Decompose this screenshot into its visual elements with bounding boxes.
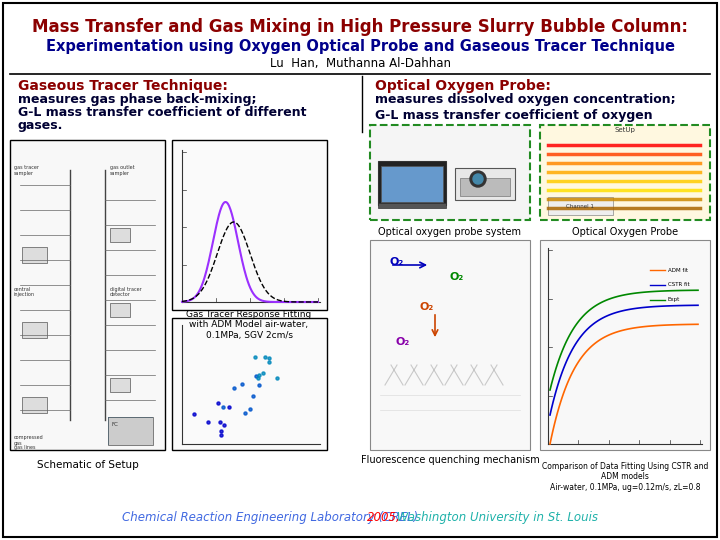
- Text: Fluorescence quenching mechanism: Fluorescence quenching mechanism: [361, 455, 539, 465]
- Point: [271, 374, 282, 383]
- Bar: [370, 240, 530, 450]
- Point: [236, 380, 248, 388]
- Bar: [22, 322, 47, 338]
- Text: O₂: O₂: [395, 337, 409, 347]
- Bar: [378, 203, 446, 208]
- Bar: [22, 247, 47, 263]
- Bar: [108, 417, 153, 445]
- Text: O₂: O₂: [390, 257, 404, 267]
- Text: CSTR fit: CSTR fit: [668, 282, 690, 287]
- Point: [253, 370, 265, 379]
- Text: gas outlet
sampler: gas outlet sampler: [110, 165, 135, 176]
- Bar: [370, 125, 530, 220]
- Text: Comparison of Data Fitting Using CSTR and
ADM models
Air-water, 0.1MPa, ug=0.12m: Comparison of Data Fitting Using CSTR an…: [542, 462, 708, 492]
- Point: [188, 410, 199, 418]
- Text: Optical Oxygen Probe:: Optical Oxygen Probe:: [375, 79, 551, 93]
- Bar: [110, 378, 130, 392]
- Point: [252, 373, 264, 382]
- Point: [216, 427, 228, 435]
- Text: G-L mass transfer coefficient of oxygen: G-L mass transfer coefficient of oxygen: [375, 109, 652, 122]
- Text: digital tracer
detector: digital tracer detector: [110, 287, 142, 298]
- Point: [217, 403, 228, 411]
- Bar: [172, 318, 327, 450]
- Point: [263, 357, 274, 366]
- Text: central
injection: central injection: [14, 287, 35, 298]
- Text: G-L mass transfer coefficient of different: G-L mass transfer coefficient of differe…: [18, 106, 307, 119]
- Bar: [548, 197, 613, 215]
- Text: gas tracer
sampler: gas tracer sampler: [14, 165, 39, 176]
- Text: Chemical Reaction Engineering Laboratory (CREL): Chemical Reaction Engineering Laboratory…: [122, 511, 422, 524]
- Text: ADM fit: ADM fit: [668, 267, 688, 273]
- Text: Washington University in St. Louis: Washington University in St. Louis: [392, 511, 598, 524]
- Text: Schematic of Setup: Schematic of Setup: [37, 460, 139, 470]
- Bar: [378, 161, 446, 205]
- Bar: [460, 178, 510, 196]
- Text: Gaseous Tracer Technique:: Gaseous Tracer Technique:: [18, 79, 228, 93]
- Text: 2005,: 2005,: [367, 511, 401, 524]
- Point: [259, 353, 271, 361]
- Point: [249, 353, 261, 361]
- Text: gases.: gases.: [18, 118, 63, 132]
- Point: [215, 430, 227, 439]
- Text: Experimentation using Oxygen Optical Probe and Gaseous Tracer Technique: Experimentation using Oxygen Optical Pro…: [45, 38, 675, 53]
- Point: [223, 403, 235, 411]
- Point: [240, 409, 251, 417]
- Bar: [22, 397, 47, 413]
- Circle shape: [473, 174, 483, 184]
- Text: O₂: O₂: [420, 302, 434, 312]
- Text: Optical oxygen probe system: Optical oxygen probe system: [379, 227, 521, 237]
- Text: FC: FC: [112, 422, 119, 428]
- Point: [245, 404, 256, 413]
- Bar: [455, 168, 515, 200]
- Bar: [540, 240, 710, 450]
- Point: [253, 381, 264, 389]
- Text: Lu  Han,  Muthanna Al-Dahhan: Lu Han, Muthanna Al-Dahhan: [269, 57, 451, 70]
- Point: [228, 383, 240, 392]
- Text: measures dissolved oxygen concentration;: measures dissolved oxygen concentration;: [375, 93, 675, 106]
- Point: [202, 417, 213, 426]
- Point: [250, 372, 261, 381]
- Text: Gas Tracer Response Fitting
with ADM Model air-water,
0.1MPa, SGV 2cm/s: Gas Tracer Response Fitting with ADM Mod…: [186, 310, 312, 340]
- Bar: [108, 417, 153, 445]
- Text: gas lines: gas lines: [14, 445, 35, 450]
- Text: measures gas phase back-mixing;: measures gas phase back-mixing;: [18, 93, 256, 106]
- Point: [212, 399, 224, 407]
- Text: Expt: Expt: [668, 298, 680, 302]
- Text: Optical Oxygen Probe: Optical Oxygen Probe: [572, 227, 678, 237]
- Text: O₂: O₂: [450, 272, 464, 282]
- Bar: [172, 140, 327, 310]
- Text: SetUp: SetUp: [615, 127, 636, 133]
- Text: Mass Transfer and Gas Mixing in High Pressure Slurry Bubble Column:: Mass Transfer and Gas Mixing in High Pre…: [32, 18, 688, 36]
- Point: [264, 354, 275, 362]
- Point: [219, 421, 230, 429]
- Point: [215, 418, 226, 427]
- Text: compressed
gas: compressed gas: [14, 435, 44, 446]
- Bar: [110, 303, 130, 317]
- Bar: [381, 166, 443, 202]
- Bar: [110, 228, 130, 242]
- Point: [257, 368, 269, 377]
- Bar: [10, 140, 165, 450]
- Bar: [540, 125, 710, 220]
- Text: Channel 1: Channel 1: [566, 204, 594, 208]
- Circle shape: [470, 171, 486, 187]
- Point: [248, 392, 259, 401]
